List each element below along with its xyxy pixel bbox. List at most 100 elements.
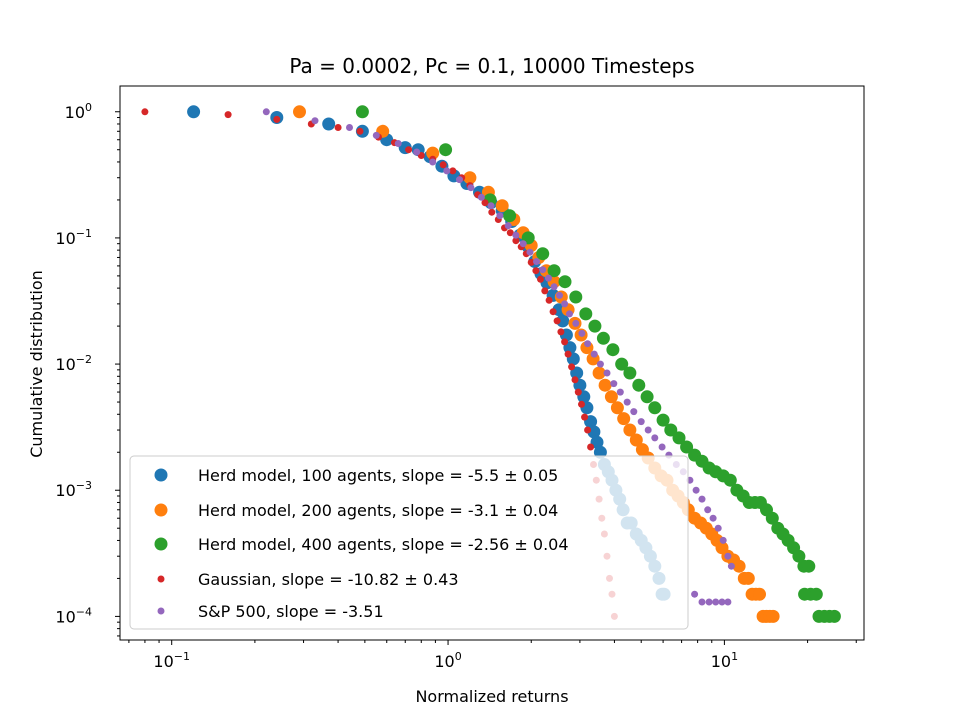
data-point — [574, 388, 582, 396]
data-point — [262, 108, 270, 116]
data-point — [477, 193, 485, 201]
data-point — [463, 171, 477, 185]
data-point — [503, 209, 517, 223]
data-point — [705, 598, 713, 606]
data-point — [355, 105, 369, 119]
data-point — [792, 549, 806, 563]
data-point — [581, 413, 589, 421]
data-point — [566, 310, 573, 318]
data-point — [439, 143, 453, 157]
data-point — [592, 366, 606, 380]
data-point — [623, 366, 637, 380]
data-point — [578, 329, 586, 337]
data-point — [346, 124, 353, 131]
data-point — [553, 317, 561, 325]
data-point — [322, 117, 336, 131]
data-point — [732, 559, 746, 573]
data-point — [598, 378, 612, 392]
chart-title: Pa = 0.0002, Pc = 0.1, 10000 Timesteps — [289, 54, 694, 78]
data-point — [629, 433, 643, 447]
data-point — [443, 167, 451, 175]
data-point — [556, 291, 563, 299]
data-point — [549, 308, 557, 316]
data-point — [311, 117, 319, 125]
data-point — [394, 140, 402, 147]
legend: Herd model, 100 agents, slope = -5.5 ± 0… — [129, 455, 689, 630]
data-point — [644, 426, 652, 434]
data-point — [617, 412, 631, 426]
data-point — [506, 229, 514, 237]
data-point — [632, 378, 646, 392]
data-point — [488, 208, 496, 216]
data-point — [809, 587, 823, 601]
legend-marker — [157, 607, 165, 615]
data-point — [656, 413, 670, 427]
data-point — [224, 111, 232, 119]
legend-marker — [154, 468, 168, 482]
legend-box — [129, 455, 689, 630]
data-point — [584, 340, 592, 348]
x-axis-label: Normalized returns — [415, 687, 568, 706]
data-point — [672, 431, 686, 445]
series-5 — [262, 108, 735, 606]
data-point — [637, 418, 645, 426]
data-point — [719, 536, 727, 544]
data-point — [616, 388, 624, 396]
data-point — [827, 609, 841, 623]
data-point — [588, 319, 602, 333]
data-point — [572, 319, 580, 327]
data-point — [604, 390, 618, 404]
data-point — [615, 357, 629, 371]
data-point — [541, 287, 549, 295]
data-point — [537, 275, 544, 283]
data-point — [610, 380, 618, 388]
data-point — [712, 598, 720, 606]
data-point — [723, 473, 737, 487]
data-point — [648, 401, 662, 415]
legend-marker — [157, 575, 165, 583]
data-point — [610, 401, 624, 415]
data-point — [579, 307, 593, 321]
legend-label: S&P 500, slope = -3.51 — [198, 602, 384, 621]
data-point — [709, 514, 717, 522]
data-point — [449, 167, 457, 175]
data-point — [495, 199, 509, 213]
data-point — [698, 495, 706, 503]
data-point — [356, 127, 364, 135]
data-point — [718, 598, 726, 606]
data-point — [623, 423, 637, 437]
data-point — [724, 598, 732, 606]
data-point — [487, 202, 495, 210]
data-point — [727, 562, 735, 570]
data-point — [558, 275, 572, 289]
data-point — [578, 400, 585, 408]
legend-label: Herd model, 200 agents, slope = -3.1 ± 0… — [198, 501, 558, 520]
series-3 — [355, 105, 841, 623]
data-point — [766, 609, 780, 623]
data-point — [590, 350, 598, 358]
data-point — [587, 443, 595, 451]
data-point — [568, 363, 576, 371]
plot-frame — [119, 85, 865, 641]
data-point — [741, 571, 755, 585]
data-point — [532, 267, 540, 275]
data-point — [630, 408, 638, 416]
data-point — [512, 231, 520, 239]
data-point — [584, 426, 592, 434]
data-point — [547, 264, 561, 278]
data-point — [564, 350, 572, 358]
data-point — [273, 115, 281, 123]
data-point — [334, 124, 342, 131]
plot-area: Herd model, 100 agents, slope = -5.5 ± 0… — [55, 85, 865, 671]
data-point — [802, 559, 816, 573]
data-point — [704, 506, 712, 514]
data-point — [596, 331, 610, 345]
data-point — [429, 158, 437, 166]
data-point — [545, 274, 552, 282]
data-point — [405, 146, 413, 154]
data-point — [519, 240, 527, 248]
data-point — [413, 148, 421, 156]
data-point — [606, 343, 620, 357]
data-point — [533, 258, 540, 265]
data-point — [664, 423, 678, 437]
